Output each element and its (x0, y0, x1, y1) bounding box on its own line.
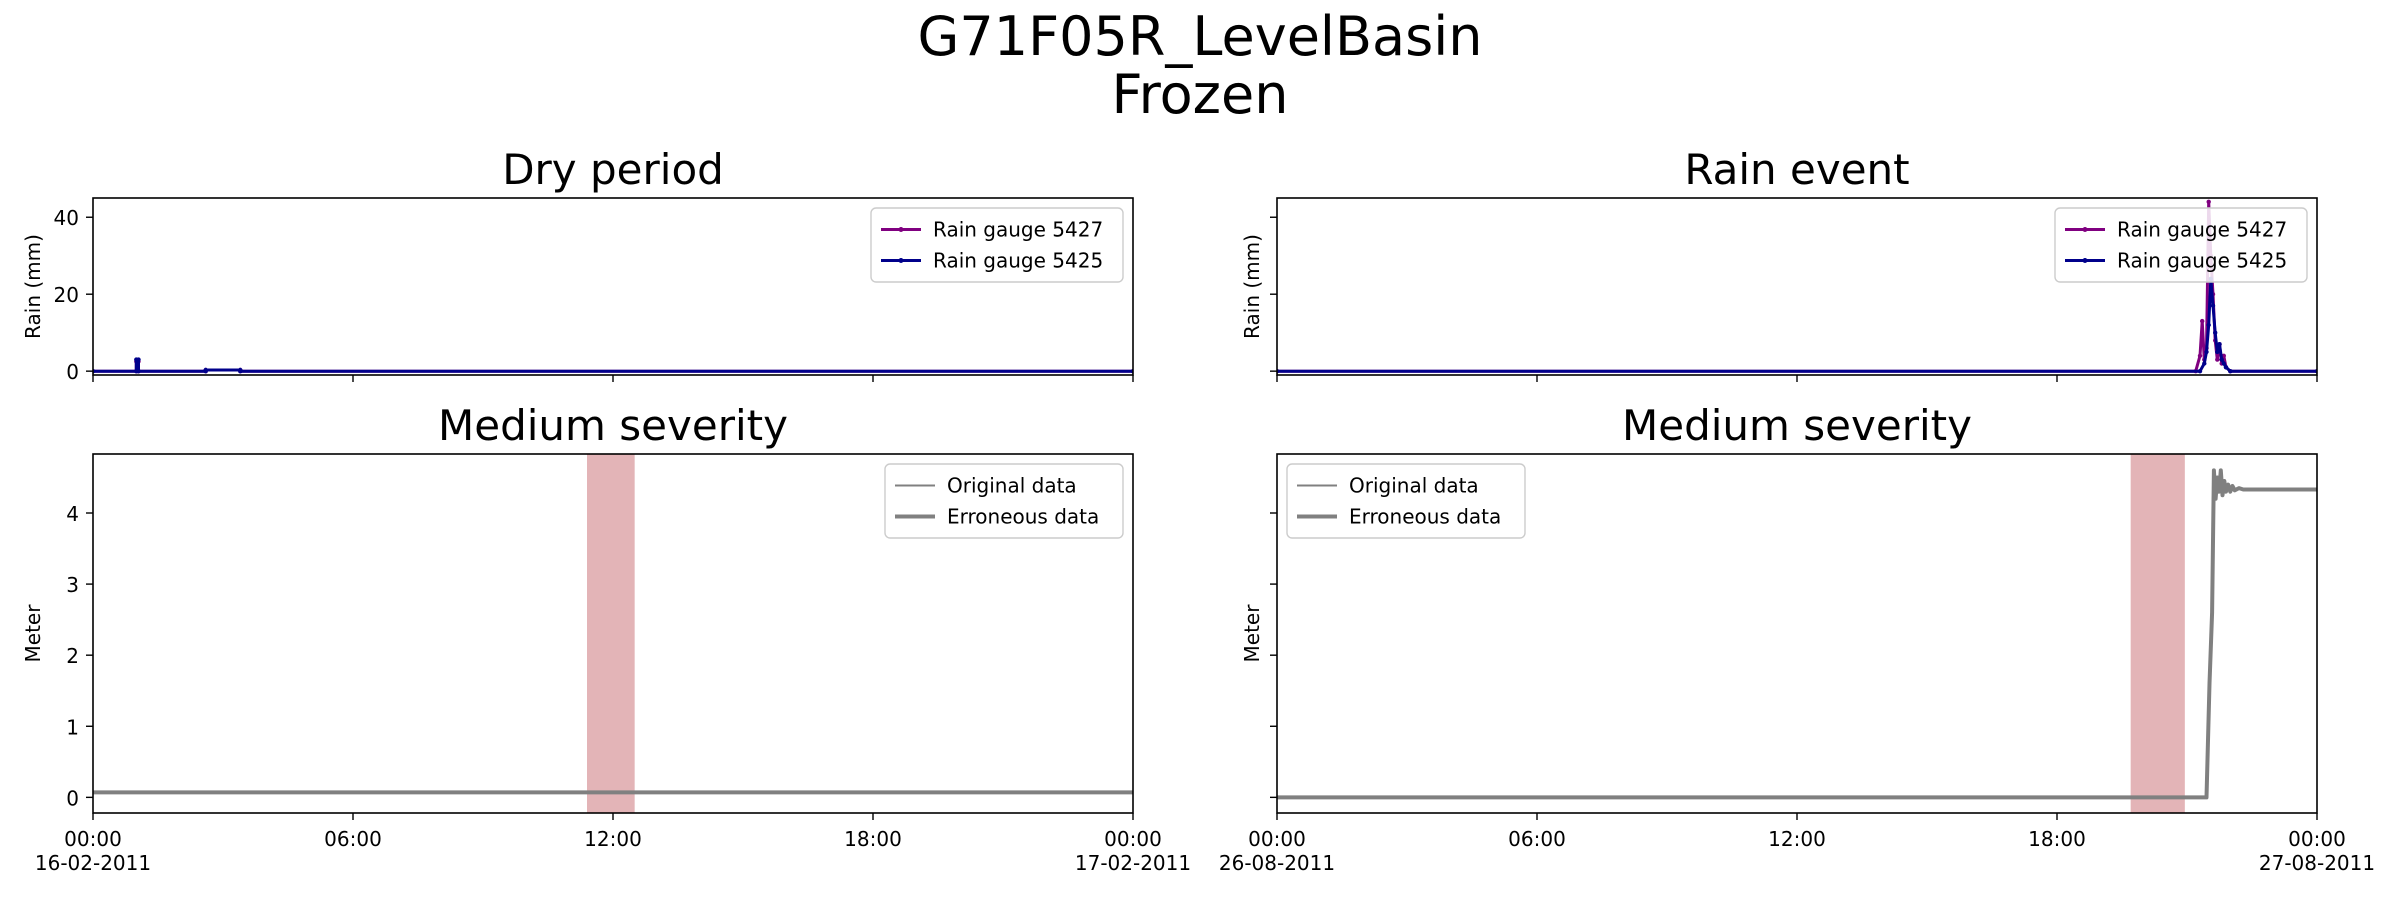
y-axis-label: Rain (mm) (1240, 234, 1264, 339)
anomaly-span (2130, 454, 2185, 813)
legend-box (2054, 207, 2308, 283)
data-point (2215, 349, 2220, 355)
y-tick-label: 2 (66, 644, 79, 668)
legend-marker (2082, 227, 2088, 232)
data-point (2221, 361, 2226, 366)
x-tick-label: 00:00 (1104, 827, 1162, 851)
data-point (2217, 342, 2222, 347)
x-tick-label: 18:00 (2028, 827, 2086, 851)
series-line (1277, 277, 2317, 373)
x-tick-label: 12:00 (1768, 827, 1826, 851)
data-point (136, 369, 141, 374)
axes-title: Medium severity (1622, 401, 1972, 450)
x-tick-label: 00:00 (1248, 827, 1306, 851)
x-tick-label: 18:00 (844, 827, 902, 851)
legend-label: Rain gauge 5425 (933, 249, 1103, 273)
figure-subtitle: Frozen (1111, 63, 1289, 126)
data-point (2200, 318, 2205, 324)
legend: Rain gauge 5427 Rain gauge 5425 (2054, 207, 2308, 283)
legend: Original data Erroneous data (884, 463, 1124, 539)
legend-label: Rain gauge 5427 (933, 218, 1103, 242)
y-axis-label: Rain (mm) (21, 234, 45, 339)
legend: Original data Erroneous data (1286, 463, 1526, 539)
x-tick-label: 06:00 (1508, 827, 1566, 851)
data-point (2219, 357, 2224, 362)
x-tick-label: 00:00 (2288, 827, 2346, 851)
legend: Rain gauge 5427 Rain gauge 5425 (870, 207, 1124, 283)
legend-marker (898, 227, 904, 232)
x-tick-label: 00:00 (64, 827, 122, 851)
y-axis-label: Meter (1240, 604, 1264, 663)
data-point (2210, 303, 2216, 308)
legend-box (1286, 463, 1526, 539)
data-point (136, 357, 141, 362)
series-line (93, 358, 1133, 373)
y-tick-label: 0 (66, 786, 79, 810)
legend-label: Original data (1349, 474, 1479, 498)
data-point (2228, 369, 2233, 374)
data-point (2202, 361, 2207, 366)
y-tick-label: 20 (54, 283, 79, 307)
axes-title: Rain event (1684, 145, 1909, 194)
figure-title: G71F05R_LevelBasin (917, 5, 1483, 68)
y-tick-label: 40 (54, 206, 79, 230)
series-line (1277, 468, 2317, 800)
data-point (2215, 357, 2220, 362)
legend-box (884, 463, 1124, 539)
legend-label: Erroneous data (947, 505, 1099, 529)
legend-marker (2082, 258, 2088, 263)
legend-label: Rain gauge 5427 (2117, 218, 2287, 242)
x-tick-label: 26-08-2011 (1219, 851, 1335, 875)
y-axis-label: Meter (21, 604, 45, 663)
data-point (2204, 349, 2209, 355)
legend-marker (898, 258, 904, 263)
legend-label: Rain gauge 5425 (2117, 249, 2287, 273)
data-point (2197, 353, 2203, 358)
x-tick-label: 12:00 (584, 827, 642, 851)
axes-title: Medium severity (438, 401, 788, 450)
legend-box (870, 207, 1124, 283)
anomaly-span (587, 454, 635, 813)
data-point (2213, 330, 2218, 335)
data-point (2206, 199, 2211, 204)
x-tick-label: 27-08-2011 (2259, 851, 2375, 875)
chart-level_event: Medium severityMeter00:0026-08-201106:00… (1219, 401, 2375, 875)
y-tick-label: 3 (66, 573, 79, 597)
x-tick-label: 06:00 (324, 827, 382, 851)
y-tick-label: 0 (66, 360, 79, 384)
data-point (2223, 365, 2229, 370)
data-point (2206, 322, 2211, 328)
y-tick-label: 4 (66, 502, 79, 526)
data-point (2197, 369, 2203, 374)
chart-level_dry: Medium severity01234Meter00:0016-02-2011… (21, 401, 1191, 875)
legend-label: Original data (947, 474, 1077, 498)
x-tick-label: 16-02-2011 (35, 851, 151, 875)
data-point (238, 369, 243, 374)
data-point (203, 367, 208, 373)
x-tick-label: 17-02-2011 (1075, 851, 1191, 875)
y-tick-label: 1 (66, 715, 79, 739)
legend-label: Erroneous data (1349, 505, 1501, 529)
axes-title: Dry period (502, 145, 724, 194)
